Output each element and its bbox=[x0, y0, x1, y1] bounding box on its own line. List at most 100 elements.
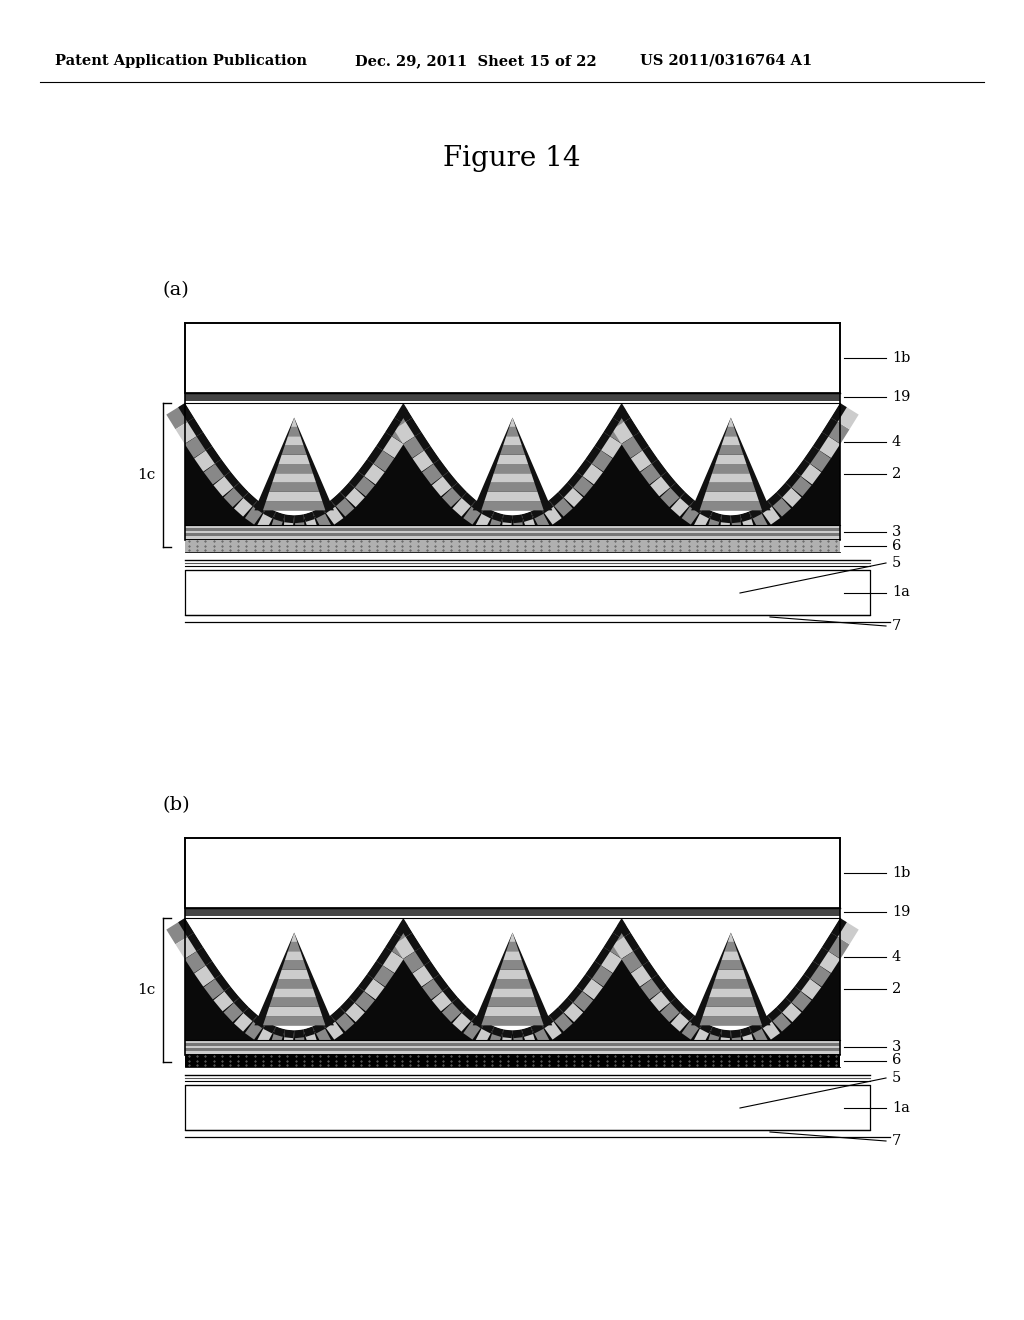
Polygon shape bbox=[487, 483, 538, 492]
Polygon shape bbox=[830, 917, 859, 944]
Polygon shape bbox=[549, 1007, 563, 1022]
Polygon shape bbox=[269, 483, 319, 492]
Polygon shape bbox=[749, 1022, 768, 1045]
Polygon shape bbox=[487, 511, 504, 536]
Polygon shape bbox=[660, 998, 685, 1022]
Polygon shape bbox=[394, 403, 411, 422]
Polygon shape bbox=[462, 492, 476, 506]
Polygon shape bbox=[285, 1030, 294, 1039]
Polygon shape bbox=[263, 507, 276, 519]
Polygon shape bbox=[822, 933, 838, 952]
Polygon shape bbox=[776, 482, 802, 507]
Polygon shape bbox=[594, 946, 622, 973]
Polygon shape bbox=[288, 426, 300, 436]
Polygon shape bbox=[721, 1030, 731, 1039]
Polygon shape bbox=[706, 511, 722, 536]
Polygon shape bbox=[245, 1015, 267, 1040]
Polygon shape bbox=[185, 917, 403, 1030]
Polygon shape bbox=[312, 1022, 332, 1045]
Polygon shape bbox=[699, 502, 762, 511]
Polygon shape bbox=[422, 459, 449, 484]
Polygon shape bbox=[776, 998, 802, 1022]
Polygon shape bbox=[549, 492, 563, 506]
Polygon shape bbox=[558, 482, 572, 498]
Polygon shape bbox=[530, 507, 550, 531]
Polygon shape bbox=[540, 500, 554, 513]
Polygon shape bbox=[303, 1027, 318, 1051]
Polygon shape bbox=[322, 1015, 343, 1040]
Polygon shape bbox=[291, 933, 297, 942]
Polygon shape bbox=[642, 961, 658, 978]
Polygon shape bbox=[719, 445, 743, 454]
Polygon shape bbox=[294, 1030, 304, 1039]
Polygon shape bbox=[614, 917, 631, 937]
Polygon shape bbox=[245, 500, 267, 524]
Polygon shape bbox=[415, 432, 431, 450]
Polygon shape bbox=[385, 417, 401, 437]
Polygon shape bbox=[294, 515, 304, 523]
Polygon shape bbox=[285, 952, 303, 961]
Text: 4: 4 bbox=[892, 950, 901, 964]
Bar bbox=[185, 539, 840, 552]
Polygon shape bbox=[233, 998, 249, 1012]
Polygon shape bbox=[530, 1022, 544, 1034]
Polygon shape bbox=[506, 942, 519, 952]
Bar bbox=[185, 323, 840, 393]
Polygon shape bbox=[503, 515, 512, 523]
Polygon shape bbox=[282, 445, 306, 454]
Polygon shape bbox=[394, 417, 422, 444]
Text: Dec. 29, 2011  Sheet 15 of 22: Dec. 29, 2011 Sheet 15 of 22 bbox=[355, 54, 597, 69]
Polygon shape bbox=[682, 1015, 703, 1040]
Polygon shape bbox=[185, 917, 403, 1030]
Polygon shape bbox=[463, 1015, 485, 1040]
Polygon shape bbox=[487, 1027, 504, 1051]
Polygon shape bbox=[540, 500, 562, 524]
Polygon shape bbox=[660, 471, 676, 487]
Polygon shape bbox=[671, 998, 685, 1012]
Polygon shape bbox=[699, 1022, 713, 1034]
Polygon shape bbox=[249, 1040, 340, 1063]
Polygon shape bbox=[385, 933, 413, 958]
Polygon shape bbox=[340, 482, 365, 507]
Polygon shape bbox=[521, 511, 534, 521]
Bar bbox=[185, 1053, 840, 1067]
Polygon shape bbox=[257, 1022, 276, 1045]
Polygon shape bbox=[195, 961, 221, 986]
Polygon shape bbox=[830, 917, 847, 937]
Polygon shape bbox=[650, 986, 676, 1011]
Polygon shape bbox=[204, 974, 230, 999]
Polygon shape bbox=[680, 1007, 694, 1022]
Polygon shape bbox=[731, 515, 740, 523]
Polygon shape bbox=[303, 1027, 314, 1038]
Polygon shape bbox=[475, 507, 495, 531]
Polygon shape bbox=[612, 417, 640, 444]
Polygon shape bbox=[331, 1007, 345, 1022]
Polygon shape bbox=[660, 986, 676, 1002]
Polygon shape bbox=[512, 1030, 524, 1052]
Polygon shape bbox=[731, 1030, 740, 1039]
Polygon shape bbox=[785, 986, 801, 1002]
Polygon shape bbox=[269, 1027, 285, 1051]
Polygon shape bbox=[691, 417, 771, 511]
Text: (a): (a) bbox=[162, 281, 188, 300]
Polygon shape bbox=[512, 515, 522, 523]
Polygon shape bbox=[303, 511, 318, 536]
Polygon shape bbox=[603, 417, 631, 444]
Polygon shape bbox=[376, 432, 392, 450]
Text: 2: 2 bbox=[892, 982, 901, 995]
Polygon shape bbox=[175, 417, 203, 444]
Polygon shape bbox=[501, 515, 512, 537]
Polygon shape bbox=[253, 1015, 267, 1028]
Text: 7: 7 bbox=[892, 619, 901, 634]
Polygon shape bbox=[731, 1030, 742, 1052]
Polygon shape bbox=[612, 933, 640, 958]
Polygon shape bbox=[272, 474, 316, 483]
Polygon shape bbox=[269, 511, 285, 536]
Polygon shape bbox=[693, 507, 713, 531]
Bar bbox=[185, 403, 840, 525]
Polygon shape bbox=[671, 1007, 694, 1032]
Polygon shape bbox=[740, 1027, 756, 1051]
Polygon shape bbox=[549, 1007, 572, 1032]
Bar bbox=[185, 393, 840, 401]
Polygon shape bbox=[357, 974, 374, 991]
